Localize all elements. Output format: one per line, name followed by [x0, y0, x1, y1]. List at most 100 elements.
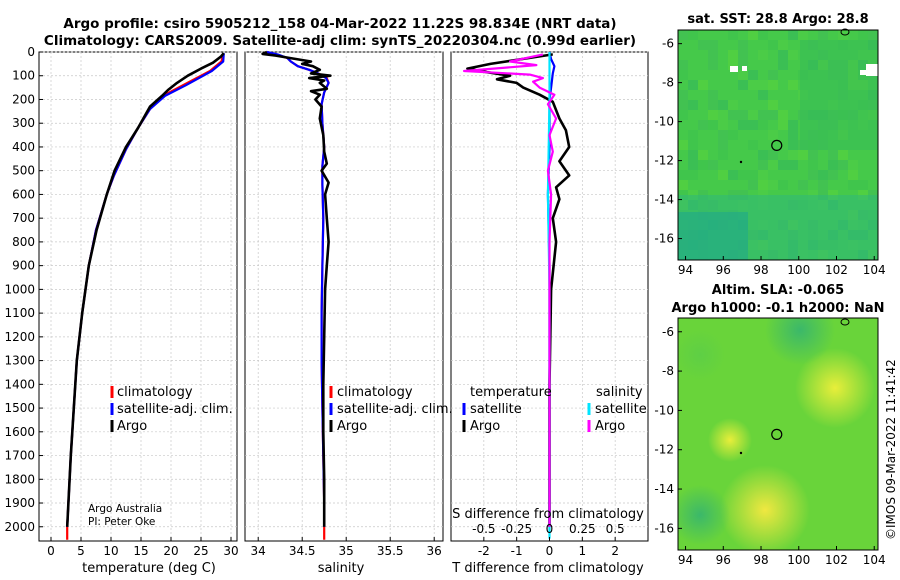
- sst-cell: [808, 170, 818, 180]
- s-tick-label: 0.5: [606, 522, 625, 536]
- sst-cell: [678, 100, 688, 110]
- map-y-tick-label: -16: [654, 232, 674, 246]
- legend-title-temperature: temperature: [470, 385, 552, 400]
- sst-cell: [768, 130, 778, 140]
- sst-cell: [728, 50, 738, 60]
- sst-cell: [708, 60, 718, 70]
- map-y-tick-label: -12: [654, 154, 674, 168]
- y-tick-label: 800: [12, 235, 35, 249]
- map-x-tick-label: 104: [863, 263, 886, 277]
- sla-map-title-line1: Altim. SLA: -0.065: [712, 283, 844, 298]
- difference-xlabel: T difference from climatology: [451, 561, 644, 576]
- x-tick-label: 25: [193, 544, 208, 558]
- map-y-tick-label: -10: [654, 403, 674, 417]
- map-y-tick-label: -10: [654, 115, 674, 129]
- sst-map-title: sat. SST: 28.8 Argo: 28.8: [687, 12, 868, 27]
- series-line-salinity-argo: [463, 53, 558, 527]
- y-tick-label: 0: [27, 45, 35, 59]
- credit-line1: Argo Australia: [88, 503, 162, 515]
- x-tick-label: 34: [251, 544, 266, 558]
- legend-title-salinity: salinity: [596, 385, 643, 400]
- y-tick-label: 1500: [4, 401, 35, 415]
- credit-line2: PI: Peter Oke: [88, 516, 155, 528]
- s-difference-label: S difference from climatology: [452, 507, 644, 522]
- sst-cell: [688, 30, 698, 40]
- x-tick-label: 34.5: [289, 544, 316, 558]
- sst-cell: [688, 160, 698, 170]
- sst-cell: [678, 170, 688, 180]
- sst-cell: [688, 100, 698, 110]
- sst-coast-contour: [840, 28, 850, 36]
- figure-title-line2: Climatology: CARS2009. Satellite-adj cli…: [44, 33, 636, 49]
- sst-cell: [688, 140, 698, 150]
- temperature-xlabel: temperature (deg C): [82, 561, 216, 576]
- difference-panel: -2 -1 0 1 2 -0.5 -0.25 0 0.25 0.5 T difference f…: [450, 51, 649, 576]
- sst-cell: [838, 160, 848, 170]
- sst-cell: [768, 100, 778, 110]
- legend-label-sal-argo: Argo: [595, 419, 625, 434]
- sst-cell: [778, 160, 788, 170]
- sst-cell: [728, 60, 738, 70]
- sst-no-data-2: [742, 66, 747, 71]
- sst-cell: [768, 40, 778, 50]
- salinity-x-ticks: 34 34.5 35 35.5 36: [251, 537, 442, 558]
- x-tick-label: 2: [611, 544, 619, 558]
- sst-cell: [738, 50, 748, 60]
- sst-cell: [718, 140, 728, 150]
- map-x-tick-label: 102: [825, 263, 848, 277]
- legend-label-sal-satellite: satellite: [595, 402, 647, 417]
- sst-cell: [708, 40, 718, 50]
- sst-cell: [768, 160, 778, 170]
- sst-no-data-3: [866, 64, 878, 76]
- legend-label-argo: Argo: [117, 419, 147, 434]
- y-tick-label: 900: [12, 259, 35, 273]
- sst-cell: [708, 110, 718, 120]
- sst-cell: [778, 120, 788, 130]
- map-y-tick-label: -6: [662, 37, 674, 51]
- difference-lines: [463, 51, 571, 539]
- sst-cell: [788, 80, 798, 90]
- salinity-legend: climatology satellite-adj. clim. Argo: [329, 385, 453, 434]
- sst-cell: [708, 90, 718, 100]
- map-x-tick-label: 100: [787, 263, 810, 277]
- sst-cell: [678, 90, 688, 100]
- sst-cell: [758, 160, 768, 170]
- legend-label-argo: Argo: [337, 419, 367, 434]
- sst-cell: [698, 160, 708, 170]
- sst-cell: [748, 70, 758, 80]
- map-y-tick-label: -6: [662, 325, 674, 339]
- map-y-tick-label: -16: [654, 521, 674, 535]
- sst-cell: [738, 120, 748, 130]
- temperature-grid: [39, 51, 237, 541]
- depth-y-ticks: 0 100 200 300 400 500 600 700 800 900 1000 1100 1200…: [4, 45, 43, 534]
- sst-cell: [688, 130, 698, 140]
- difference-x-ticks: -2 -1 0 1 2: [478, 537, 619, 558]
- sst-cell: [728, 30, 738, 40]
- sst-cell: [748, 140, 758, 150]
- sst-cell: [678, 180, 688, 190]
- sst-cell: [768, 70, 778, 80]
- sst-cell: [768, 150, 778, 160]
- series-line-argo: [65, 52, 225, 527]
- sst-cell: [728, 110, 738, 120]
- sst-cell: [818, 180, 828, 190]
- sst-cell: [788, 150, 798, 160]
- sla-coast-contour: [840, 318, 850, 326]
- sst-cell: [798, 150, 808, 160]
- sst-cell: [818, 30, 828, 40]
- salinity-difference-x-ticks: -0.5 -0.25 0 0.25 0.5: [472, 522, 625, 536]
- legend-label-climatology: climatology: [117, 385, 193, 400]
- sst-no-data-1: [730, 66, 738, 72]
- legend-label-temp-satellite: satellite: [470, 402, 522, 417]
- sst-map-panel: sat. SST: 28.8 Argo: 28.8 94 96 98 100 102 10…: [654, 12, 885, 277]
- sst-island-dot: [739, 160, 743, 164]
- sst-cell: [788, 120, 798, 130]
- sst-cell: [748, 110, 758, 120]
- x-tick-label: 20: [163, 544, 178, 558]
- y-tick-label: 100: [12, 69, 35, 83]
- map-y-tick-label: -12: [654, 443, 674, 457]
- x-tick-label: -2: [478, 544, 490, 558]
- sst-cell: [678, 60, 688, 70]
- s-tick-label: -0.5: [472, 522, 495, 536]
- sst-cell: [818, 170, 828, 180]
